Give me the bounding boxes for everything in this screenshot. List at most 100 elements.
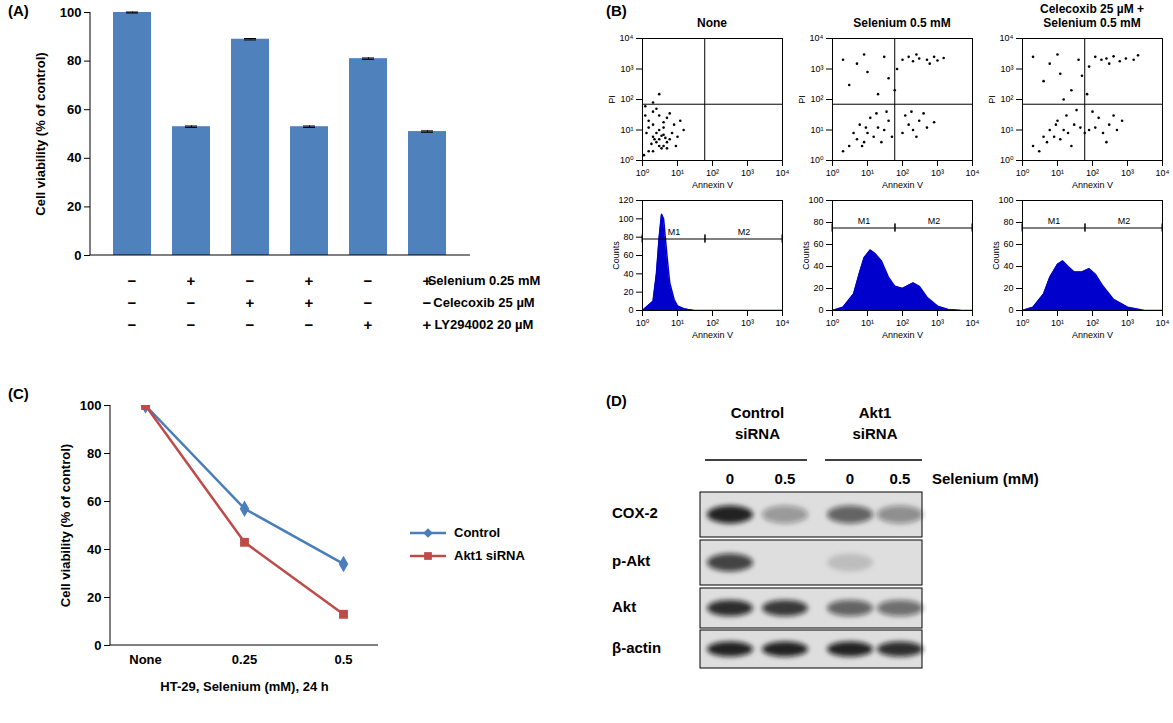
svg-text:10¹: 10¹ bbox=[1000, 125, 1013, 135]
svg-text:10³: 10³ bbox=[741, 318, 754, 328]
svg-text:Cell viability (% of control): Cell viability (% of control) bbox=[58, 444, 73, 607]
svg-text:10²: 10² bbox=[706, 318, 719, 328]
svg-text:60: 60 bbox=[623, 250, 633, 260]
svg-text:20: 20 bbox=[1003, 283, 1013, 293]
svg-text:−: − bbox=[423, 294, 432, 311]
svg-text:−: − bbox=[246, 316, 255, 333]
svg-text:20: 20 bbox=[623, 287, 633, 297]
svg-text:10²: 10² bbox=[896, 318, 909, 328]
svg-text:Akt: Akt bbox=[612, 598, 636, 615]
svg-text:80: 80 bbox=[67, 53, 81, 68]
svg-text:p-Akt: p-Akt bbox=[612, 552, 650, 569]
svg-text:+: + bbox=[187, 272, 196, 289]
svg-text:100: 100 bbox=[998, 195, 1013, 205]
svg-text:HT-29, Selenium (mM), 24 h: HT-29, Selenium (mM), 24 h bbox=[160, 679, 328, 694]
svg-text:−: − bbox=[305, 316, 314, 333]
svg-text:10⁴: 10⁴ bbox=[776, 168, 790, 178]
svg-text:0: 0 bbox=[726, 470, 734, 487]
svg-text:10¹: 10¹ bbox=[1051, 168, 1064, 178]
svg-text:Counts: Counts bbox=[801, 241, 811, 270]
svg-text:0: 0 bbox=[94, 638, 101, 653]
svg-text:10⁴: 10⁴ bbox=[966, 318, 980, 328]
svg-text:10²: 10² bbox=[810, 94, 823, 104]
svg-text:Annexin V: Annexin V bbox=[692, 180, 733, 190]
svg-text:80: 80 bbox=[1003, 217, 1013, 227]
svg-text:Annexin V: Annexin V bbox=[1072, 180, 1113, 190]
svg-text:120: 120 bbox=[618, 195, 633, 205]
svg-text:Annexin V: Annexin V bbox=[692, 330, 733, 340]
svg-text:Celecoxib 25 µM: Celecoxib 25 µM bbox=[433, 295, 534, 310]
svg-text:10²: 10² bbox=[1086, 318, 1099, 328]
svg-text:60: 60 bbox=[813, 239, 823, 249]
svg-text:10⁴: 10⁴ bbox=[966, 168, 980, 178]
svg-text:Selenium (mM): Selenium (mM) bbox=[932, 470, 1039, 487]
svg-text:10³: 10³ bbox=[1000, 64, 1013, 74]
svg-text:−: − bbox=[187, 294, 196, 311]
svg-text:40: 40 bbox=[623, 269, 633, 279]
svg-text:10⁰: 10⁰ bbox=[810, 155, 824, 165]
svg-text:Counts: Counts bbox=[991, 241, 1001, 270]
svg-text:−: − bbox=[187, 316, 196, 333]
svg-text:10¹: 10¹ bbox=[620, 125, 633, 135]
svg-text:10⁴: 10⁴ bbox=[620, 33, 634, 43]
svg-text:−: − bbox=[128, 272, 137, 289]
svg-text:10²: 10² bbox=[706, 168, 719, 178]
svg-text:Annexin V: Annexin V bbox=[882, 330, 923, 340]
svg-text:10³: 10³ bbox=[931, 318, 944, 328]
svg-text:10⁰: 10⁰ bbox=[636, 318, 650, 328]
svg-text:100: 100 bbox=[808, 195, 823, 205]
svg-text:10¹: 10¹ bbox=[1051, 318, 1064, 328]
svg-text:M2: M2 bbox=[1118, 216, 1131, 226]
svg-text:10¹: 10¹ bbox=[671, 168, 684, 178]
svg-text:40: 40 bbox=[1003, 261, 1013, 271]
svg-text:PI: PI bbox=[987, 95, 997, 104]
svg-text:10²: 10² bbox=[1000, 94, 1013, 104]
svg-text:10³: 10³ bbox=[620, 64, 633, 74]
svg-text:Selenium 0.25 mM: Selenium 0.25 mM bbox=[428, 273, 541, 288]
svg-text:10³: 10³ bbox=[1121, 318, 1134, 328]
svg-text:−: − bbox=[128, 316, 137, 333]
svg-text:−: − bbox=[364, 272, 373, 289]
svg-text:M1: M1 bbox=[858, 216, 871, 226]
svg-text:−: − bbox=[128, 294, 137, 311]
svg-text:M2: M2 bbox=[738, 227, 751, 237]
svg-text:10³: 10³ bbox=[741, 168, 754, 178]
svg-text:10²: 10² bbox=[620, 94, 633, 104]
svg-text:10⁰: 10⁰ bbox=[636, 168, 650, 178]
svg-text:0: 0 bbox=[628, 305, 633, 315]
svg-text:40: 40 bbox=[67, 150, 81, 165]
svg-text:10⁰: 10⁰ bbox=[826, 318, 840, 328]
svg-text:20: 20 bbox=[67, 199, 81, 214]
svg-text:0: 0 bbox=[1008, 305, 1013, 315]
svg-text:Cell viability (% of control): Cell viability (% of control) bbox=[33, 52, 48, 215]
svg-text:10²: 10² bbox=[896, 168, 909, 178]
svg-text:100: 100 bbox=[60, 5, 82, 20]
svg-text:COX-2: COX-2 bbox=[612, 504, 658, 521]
svg-text:40: 40 bbox=[813, 261, 823, 271]
svg-text:0.5: 0.5 bbox=[334, 652, 352, 667]
svg-text:0: 0 bbox=[74, 248, 81, 263]
svg-text:Akt1siRNA: Akt1siRNA bbox=[852, 404, 897, 442]
svg-text:10⁰: 10⁰ bbox=[1016, 168, 1030, 178]
svg-text:10⁴: 10⁴ bbox=[776, 318, 790, 328]
svg-text:LY294002 20 µM: LY294002 20 µM bbox=[435, 317, 534, 332]
svg-text:−: − bbox=[364, 294, 373, 311]
svg-text:80: 80 bbox=[87, 446, 101, 461]
svg-text:Annexin V: Annexin V bbox=[882, 180, 923, 190]
svg-text:+: + bbox=[246, 294, 255, 311]
svg-text:60: 60 bbox=[1003, 239, 1013, 249]
svg-text:10⁰: 10⁰ bbox=[1000, 155, 1014, 165]
svg-text:20: 20 bbox=[87, 590, 101, 605]
svg-text:0.5: 0.5 bbox=[775, 470, 796, 487]
svg-text:PI: PI bbox=[797, 95, 807, 104]
svg-text:100: 100 bbox=[80, 398, 102, 413]
svg-text:20: 20 bbox=[813, 283, 823, 293]
svg-text:10⁴: 10⁴ bbox=[810, 33, 824, 43]
svg-text:40: 40 bbox=[87, 542, 101, 557]
svg-text:M1: M1 bbox=[668, 227, 681, 237]
svg-text:10⁴: 10⁴ bbox=[1156, 318, 1170, 328]
svg-text:10¹: 10¹ bbox=[861, 168, 874, 178]
svg-text:10⁰: 10⁰ bbox=[826, 168, 840, 178]
svg-text:60: 60 bbox=[87, 494, 101, 509]
svg-text:0: 0 bbox=[818, 305, 823, 315]
